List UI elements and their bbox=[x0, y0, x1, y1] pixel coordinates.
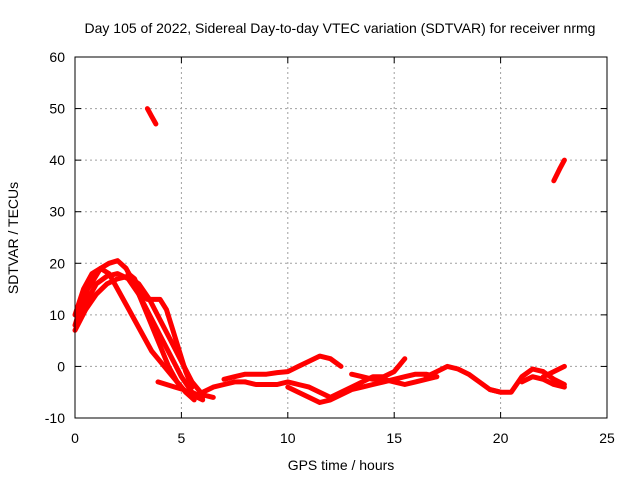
series-line-arc-12 bbox=[487, 366, 567, 395]
y-tick-label: 40 bbox=[49, 152, 65, 168]
series-line-arc-8 bbox=[242, 356, 408, 400]
series-line-arc-10 bbox=[349, 371, 440, 387]
x-tick-label: 25 bbox=[599, 430, 615, 446]
series-line-arc-1 bbox=[72, 258, 248, 400]
series-line-arc-7 bbox=[221, 353, 344, 382]
x-tick-label: 0 bbox=[71, 430, 79, 446]
y-tick-label: 0 bbox=[57, 358, 65, 374]
data-series-group bbox=[72, 106, 567, 405]
y-axis-title: SDTVAR / TECUs bbox=[5, 182, 21, 294]
series-line-arc-2 bbox=[72, 265, 197, 403]
y-tick-label: 30 bbox=[49, 204, 65, 220]
y-tick-label: 50 bbox=[49, 101, 65, 117]
y-tick-label: -10 bbox=[45, 410, 65, 426]
series-line-arc-6 bbox=[155, 379, 206, 403]
series-line-arc-13 bbox=[519, 374, 567, 390]
series-line-arc-14 bbox=[540, 363, 567, 380]
series-line-arc-5 bbox=[125, 271, 195, 390]
chart-title: Day 105 of 2022, Sidereal Day-to-day VTE… bbox=[85, 20, 596, 36]
y-tick-label: 10 bbox=[49, 307, 65, 323]
series-line-arc-16 bbox=[551, 157, 567, 184]
x-tick-label: 10 bbox=[280, 430, 296, 446]
x-tick-label: 20 bbox=[493, 430, 509, 446]
series-line-arc-15 bbox=[144, 106, 159, 127]
x-tick-label: 5 bbox=[178, 430, 186, 446]
y-tick-label: 60 bbox=[49, 49, 65, 65]
y-tick-label: 20 bbox=[49, 255, 65, 271]
x-axis-title: GPS time / hours bbox=[288, 457, 395, 473]
plot-frame bbox=[74, 56, 608, 419]
x-tick-label: 15 bbox=[386, 430, 402, 446]
series-line-arc-9 bbox=[285, 371, 440, 405]
